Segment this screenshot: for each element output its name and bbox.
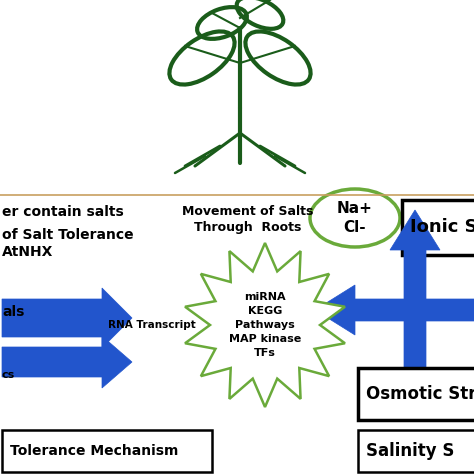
Text: cs: cs xyxy=(2,370,15,380)
Text: of Salt Tolerance
AtNHX: of Salt Tolerance AtNHX xyxy=(2,228,134,259)
Text: er contain salts: er contain salts xyxy=(2,205,124,219)
FancyBboxPatch shape xyxy=(402,200,474,255)
Polygon shape xyxy=(185,243,345,407)
Polygon shape xyxy=(2,288,132,348)
FancyBboxPatch shape xyxy=(2,430,212,472)
Polygon shape xyxy=(315,210,474,410)
Text: Ionic S: Ionic S xyxy=(410,218,474,236)
Text: Osmotic Stres: Osmotic Stres xyxy=(366,385,474,403)
Text: als: als xyxy=(2,305,24,319)
Text: Na+
Cl-: Na+ Cl- xyxy=(337,201,373,235)
Polygon shape xyxy=(2,336,132,388)
Ellipse shape xyxy=(310,189,400,247)
Text: Salinity S: Salinity S xyxy=(366,442,455,460)
Text: Tolerance Mechanism: Tolerance Mechanism xyxy=(10,444,178,458)
Text: miRNA
KEGG
Pathways
MAP kinase
TFs: miRNA KEGG Pathways MAP kinase TFs xyxy=(229,292,301,358)
FancyBboxPatch shape xyxy=(358,430,474,472)
Text: Movement of Salts
Through  Roots: Movement of Salts Through Roots xyxy=(182,205,314,234)
FancyBboxPatch shape xyxy=(358,368,474,420)
Text: RNA Transcript: RNA Transcript xyxy=(108,320,196,330)
